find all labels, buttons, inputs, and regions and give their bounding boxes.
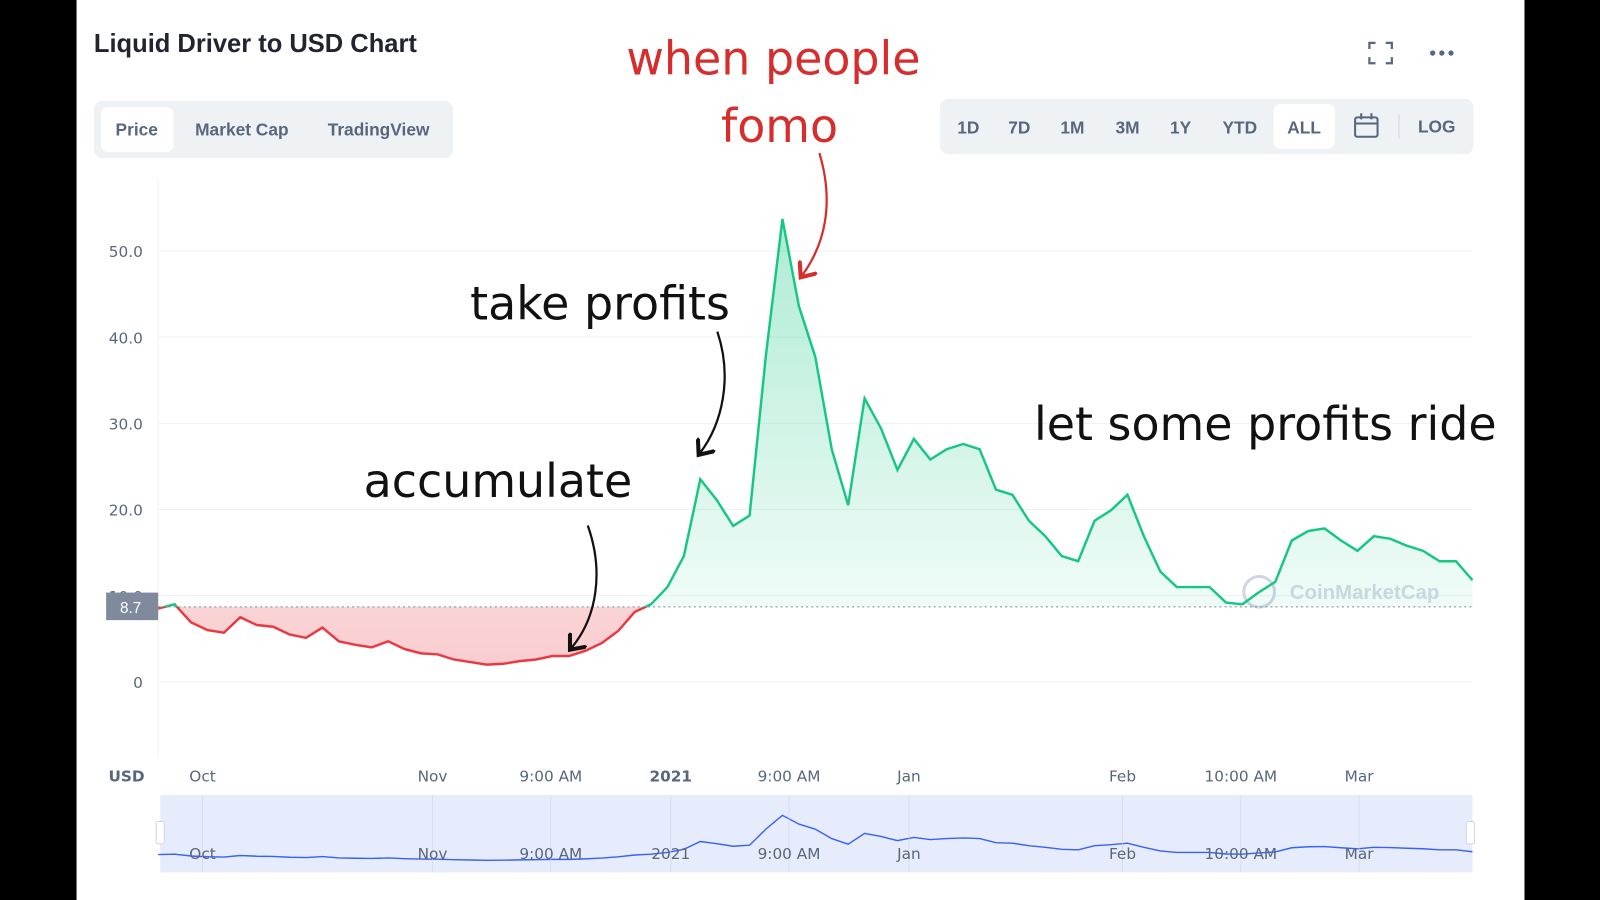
tab[interactable]: TradingView bbox=[328, 120, 430, 140]
x-tick-label: 2021 bbox=[649, 768, 692, 786]
range-button[interactable]: 1Y bbox=[1170, 118, 1192, 138]
annotation: take profits bbox=[470, 276, 730, 330]
more-icon[interactable] bbox=[1430, 50, 1454, 56]
range-button[interactable]: 7D bbox=[1008, 118, 1030, 138]
navigator-handle bbox=[155, 820, 165, 845]
y-tick-label: 0 bbox=[133, 674, 143, 692]
annotation: let some profits ride bbox=[1034, 397, 1497, 451]
current-price-label: 8.7 bbox=[120, 600, 141, 617]
range-group bbox=[939, 98, 1474, 155]
x-tick-label: 10:00 AM bbox=[1205, 768, 1278, 786]
navigator-line bbox=[158, 814, 1473, 862]
navigator-tick-label: 9:00 AM bbox=[519, 845, 582, 863]
calendar-icon[interactable] bbox=[1354, 113, 1379, 138]
navigator-tick-label: 2021 bbox=[651, 845, 690, 863]
x-tick-label: Feb bbox=[1109, 768, 1136, 786]
tab[interactable]: Market Cap bbox=[195, 120, 288, 140]
navigator-tick-label: Nov bbox=[418, 845, 448, 863]
y-tick-label: 50.0 bbox=[109, 243, 143, 261]
annotation: when people bbox=[626, 31, 920, 85]
annotation: fomo bbox=[721, 99, 838, 153]
annotation: accumulate bbox=[364, 454, 633, 508]
chart-title: Liquid Driver to USD Chart bbox=[94, 30, 418, 58]
fullscreen-icon[interactable] bbox=[1368, 41, 1393, 65]
tab-group bbox=[93, 101, 454, 159]
currency-label: USD bbox=[108, 768, 144, 786]
navigator-tick-label: Mar bbox=[1345, 845, 1375, 863]
navigator-tick-label: Oct bbox=[189, 845, 215, 863]
navigator bbox=[160, 794, 1473, 873]
x-tick-label: Jan bbox=[896, 768, 921, 786]
x-tick-label: Mar bbox=[1345, 768, 1375, 786]
navigator-tick-label: 9:00 AM bbox=[758, 845, 821, 863]
range-button[interactable]: YTD bbox=[1222, 118, 1257, 138]
range-selected bbox=[1273, 104, 1335, 149]
x-tick-label: 9:00 AM bbox=[758, 768, 821, 786]
x-tick-label: Oct bbox=[189, 768, 215, 786]
range-button[interactable]: 1D bbox=[957, 118, 979, 138]
current-price-box bbox=[106, 592, 159, 621]
area-above bbox=[158, 219, 1473, 607]
tab-selected bbox=[101, 107, 174, 153]
navigator-tick-label: Jan bbox=[896, 845, 921, 863]
x-tick-label: 9:00 AM bbox=[519, 768, 582, 786]
range-button[interactable]: 1M bbox=[1060, 118, 1084, 138]
range-button[interactable]: ALL bbox=[1287, 118, 1321, 138]
y-tick-label: 20.0 bbox=[109, 502, 143, 520]
x-tick-label: Nov bbox=[418, 768, 448, 786]
area-below bbox=[158, 606, 646, 665]
range-button[interactable]: LOG bbox=[1418, 117, 1456, 137]
arrow bbox=[700, 331, 726, 453]
price-line bbox=[159, 218, 1474, 607]
y-tick-label: 30.0 bbox=[109, 415, 143, 433]
arrow bbox=[802, 152, 828, 275]
price-line bbox=[157, 606, 649, 666]
navigator-tick-label: 10:00 AM bbox=[1205, 845, 1278, 863]
tab[interactable]: Price bbox=[116, 120, 159, 140]
navigator-tick-label: Feb bbox=[1109, 845, 1136, 863]
range-button[interactable]: 3M bbox=[1116, 118, 1140, 138]
y-tick-label: 40.0 bbox=[109, 329, 143, 347]
navigator-handle bbox=[1465, 820, 1476, 845]
arrow bbox=[571, 525, 598, 648]
